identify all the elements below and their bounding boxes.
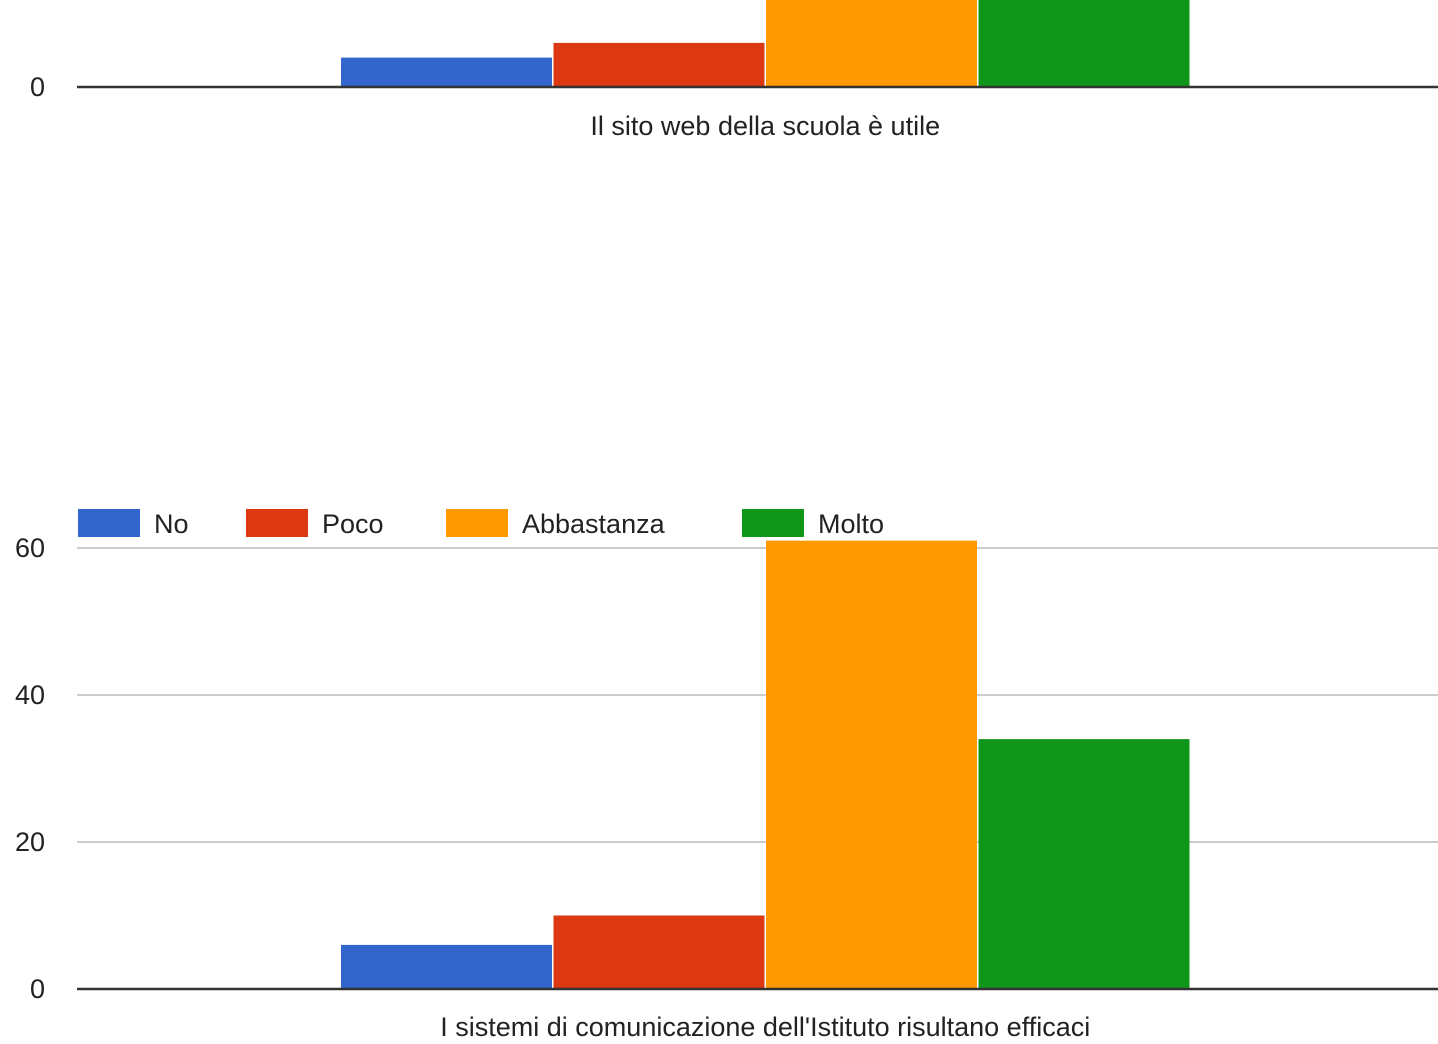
bar-molto <box>978 0 1190 87</box>
y-tick-label: 0 <box>30 974 45 1004</box>
legend-swatch-poco <box>246 509 308 537</box>
legend-swatch-no <box>78 509 140 537</box>
chart-bottom: 0 20 40 60 I sistemi di comunicazione dell'I… <box>15 509 1438 1042</box>
legend-label-no: No <box>154 509 189 539</box>
x-category-label: I sistemi di comunicazione dell'Istituto… <box>440 1012 1090 1039</box>
bar-molto <box>978 739 1190 989</box>
y-tick-label: 40 <box>15 680 45 710</box>
legend-label-poco: Poco <box>322 509 384 539</box>
legend-label-abbastanza: Abbastanza <box>522 509 666 539</box>
bar-poco <box>553 915 765 989</box>
legend-swatch-molto <box>742 509 804 537</box>
legend-label-molto: Molto <box>818 509 884 539</box>
y-tick-label: 20 <box>15 827 45 857</box>
bar-poco <box>553 42 765 87</box>
chart-top: 0 Il sito web della scuola è utile <box>30 0 1438 141</box>
bar-abbastanza <box>766 0 977 87</box>
y-tick-label: 0 <box>30 72 45 102</box>
legend-swatch-abbastanza <box>446 509 508 537</box>
bar-abbastanza <box>766 540 977 989</box>
x-category-label: Il sito web della scuola è utile <box>590 111 940 141</box>
bar-no <box>341 57 552 87</box>
y-tick-label: 60 <box>15 533 45 563</box>
bar-no <box>341 944 552 989</box>
